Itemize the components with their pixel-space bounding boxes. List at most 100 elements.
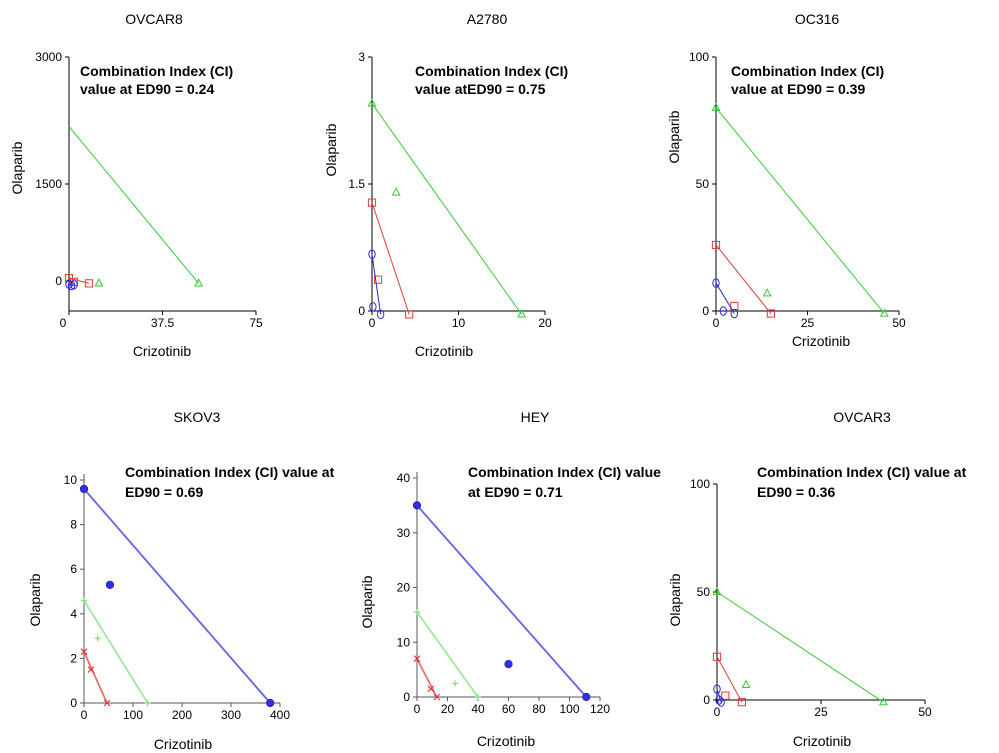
y-tick-label: 50: [697, 585, 711, 599]
x-tick-label: 300: [221, 708, 241, 722]
data-point-plus: [94, 635, 101, 642]
data-point-x: [433, 693, 441, 701]
isobologram-line: [83, 488, 271, 704]
ci-annotation: ED90 = 0.69: [125, 484, 203, 500]
y-tick-label: 20: [397, 581, 411, 595]
data-point-square: [405, 310, 414, 319]
ci-annotation: ED90 = 0.36: [757, 484, 835, 500]
y-tick-label: 100: [689, 50, 709, 64]
x-axis-label: Crizotinib: [792, 333, 851, 349]
data-point-circle: [376, 309, 385, 320]
x-tick-label: 400: [270, 708, 290, 722]
data-point-filled-circle: [412, 501, 422, 510]
data-point-triangle: [94, 278, 104, 287]
data-point-triangle: [879, 308, 889, 317]
y-axis-label: Olaparib: [27, 573, 43, 626]
data-point-plus: [144, 700, 151, 706]
data-point-triangle: [878, 697, 888, 706]
data-point-plus: [414, 609, 420, 616]
x-tick-label: 75: [249, 316, 263, 330]
isobologram-line: [715, 244, 772, 314]
isobologram-line: [416, 611, 479, 698]
x-tick-label: 10: [452, 316, 466, 330]
y-axis-label: Olaparib: [666, 110, 682, 163]
x-tick-label: 80: [532, 702, 546, 716]
y-axis-label: Olaparib: [667, 573, 683, 626]
y-tick-label: 3: [358, 50, 365, 64]
data-point-circle: [712, 278, 720, 288]
data-point-filled-circle: [105, 580, 115, 589]
y-tick-label: 0: [703, 693, 710, 707]
ci-annotation: Combination Index (CI) value at: [125, 464, 335, 480]
y-tick-label: 40: [397, 471, 411, 485]
panel-title: A2780: [467, 11, 508, 27]
y-tick-label: 50: [696, 177, 710, 191]
ci-annotation: value atED90 = 0.75: [415, 81, 546, 97]
panel-hey: HEY 0 10 20 30 40 0 20 40 60 80 100 120 Crizotinib Ola…: [359, 409, 661, 749]
x-tick-label: 37.5: [151, 316, 175, 330]
data-point-square: [712, 652, 722, 661]
isobologram-line: [83, 599, 149, 704]
x-tick-label: 100: [123, 708, 143, 722]
x-tick-label: 0: [414, 702, 421, 716]
panel-title: OVCAR3: [833, 409, 891, 425]
y-tick-label: 0: [702, 304, 709, 318]
data-point-square: [766, 309, 775, 318]
x-tick-label: 20: [441, 702, 455, 716]
ci-annotation: at ED90 = 0.71: [468, 484, 563, 500]
panel-ovcar8: OVCAR8 0 1500 3000 0 37.5 75 Crizotinib Olaparib…: [9, 11, 263, 359]
x-tick-label: 0: [81, 708, 88, 722]
y-tick-label: 1.5: [348, 177, 365, 191]
y-tick-label: 10: [397, 635, 411, 649]
x-tick-label: 100: [559, 702, 579, 716]
isobologram-line: [371, 202, 410, 315]
isobologram-line: [716, 656, 743, 703]
data-point-plus: [475, 694, 481, 700]
data-point-square: [367, 198, 377, 207]
x-axis-label: Crizotinib: [793, 733, 852, 749]
panel-title: OVCAR8: [125, 11, 183, 27]
data-point-circle: [715, 695, 723, 705]
x-tick-label: 50: [892, 316, 906, 330]
x-tick-label: 40: [471, 702, 485, 716]
data-point-x: [80, 648, 88, 656]
data-point-x: [413, 655, 421, 663]
data-point-x: [87, 666, 95, 673]
data-point-square: [721, 691, 730, 700]
ci-annotation: Combination Index (CI): [415, 63, 568, 79]
y-tick-label: 4: [70, 607, 77, 621]
data-point-square: [737, 698, 747, 707]
y-tick-label: 0: [55, 274, 62, 288]
x-axis-label: Crizotinib: [477, 733, 536, 749]
ci-annotation: value at ED90 = 0.39: [731, 81, 865, 97]
data-point-triangle: [194, 278, 204, 287]
y-tick-label: 2: [70, 651, 77, 665]
x-tick-label: 0: [60, 316, 67, 330]
isobologram-line: [68, 126, 200, 284]
data-point-filled-circle: [79, 484, 89, 494]
data-point-triangle: [741, 679, 751, 688]
isobologram-line: [715, 107, 885, 314]
x-axis-label: Crizotinib: [415, 343, 474, 359]
data-point-filled-circle: [266, 698, 275, 708]
data-point-circle: [730, 308, 738, 319]
data-point-circle: [369, 302, 377, 312]
data-point-circle: [70, 280, 78, 290]
y-tick-label: 8: [70, 518, 77, 532]
y-tick-label: 6: [70, 562, 77, 576]
x-tick-label: 120: [590, 702, 610, 716]
x-tick-label: 0: [369, 316, 376, 330]
data-point-circle: [717, 697, 725, 707]
y-tick-label: 10: [64, 473, 78, 487]
data-point-filled-circle: [504, 660, 513, 669]
y-tick-label: 3000: [35, 50, 62, 64]
y-axis-label: Olaparib: [359, 575, 375, 628]
isobologram-line: [416, 658, 438, 698]
data-point-triangle: [762, 288, 772, 297]
y-tick-label: 30: [397, 526, 411, 540]
ci-annotation: value at ED90 = 0.24: [80, 81, 214, 97]
y-tick-label: 100: [690, 477, 710, 491]
x-tick-label: 20: [538, 316, 552, 330]
